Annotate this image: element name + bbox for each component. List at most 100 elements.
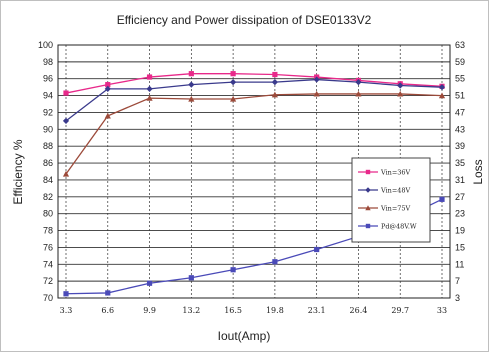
data-point: [272, 259, 278, 265]
y-tick-label: 72: [43, 276, 53, 286]
y-tick-label: 88: [43, 141, 53, 151]
x-tick-label: 3.3: [60, 306, 73, 315]
legend-entry: Vin=75V: [358, 205, 411, 213]
y-tick-label: 94: [43, 91, 53, 101]
y2-tick-label: 43: [455, 124, 465, 134]
y2-tick-label: 11: [455, 259, 464, 269]
y-tick-label: 84: [43, 175, 53, 185]
y-tick-label: 78: [43, 226, 53, 236]
legend-entry: Vin=48V: [358, 187, 411, 195]
y-tick-label: 92: [43, 107, 53, 117]
y-tick-label: 100: [38, 40, 53, 50]
data-point: [104, 112, 111, 119]
data-point: [230, 95, 237, 102]
y-axis-right: 3 7 11 15 19 23 27 31 35 39 43 47 51 55 59 63: [455, 40, 465, 303]
series-2: [62, 76, 446, 124]
legend-marker: [365, 223, 371, 229]
y-tick-label: 90: [43, 124, 53, 134]
data-point: [105, 82, 111, 88]
data-point: [314, 246, 320, 253]
data-point: [271, 79, 278, 86]
series-3: [62, 90, 446, 177]
data-point: [146, 95, 153, 101]
data-point: [438, 84, 446, 91]
y-tick-label: 80: [43, 209, 53, 219]
data-point: [188, 95, 195, 102]
data-point: [62, 117, 70, 124]
y-tick-label: 96: [43, 74, 53, 84]
x-tick-label: 16.5: [224, 306, 242, 315]
legend-label: Pd@48V.W: [381, 223, 417, 231]
data-point: [313, 76, 320, 83]
data-point: [397, 90, 404, 97]
data-point: [146, 85, 153, 92]
legend-marker: [365, 205, 371, 211]
x-axis: 3.3 6.6 9.9 13.2 16.5 19.8 23.1 26.4 29.7 33: [60, 306, 447, 315]
y2-tick-label: 3: [455, 293, 460, 303]
data-point: [313, 90, 320, 97]
data-point: [438, 92, 446, 99]
data-point: [272, 71, 278, 78]
x-axis-label: Iout(Amp): [218, 329, 271, 343]
plot-area: [57, 44, 451, 299]
legend-marker: [365, 169, 371, 175]
y-tick-label: 74: [43, 259, 53, 269]
y2-tick-label: 51: [455, 91, 465, 101]
y-axis-left: 70 72 74 76 78 80 82 84 86 88 90 92 94 96 98 100: [38, 40, 53, 303]
x-tick-label: 13.2: [182, 306, 200, 315]
x-tick-label: 29.7: [391, 306, 409, 315]
legend-entry: Pd@48V.W: [358, 223, 417, 231]
y2-tick-label: 23: [455, 209, 465, 219]
legend-label: Vin=48V: [380, 187, 411, 195]
x-tick-label: 23.1: [308, 306, 326, 315]
data-point: [439, 196, 445, 202]
legend-entry: Vin=36V: [358, 169, 411, 177]
legend-label: Vin=75V: [380, 205, 411, 213]
data-point: [230, 71, 236, 77]
data-point: [397, 82, 404, 89]
y-axis-label: Efficiency %: [11, 139, 25, 204]
data-point: [188, 71, 194, 77]
chart-title: Efficiency and Power dissipation of DSE0…: [117, 13, 372, 27]
data-point: [230, 79, 237, 86]
legend-marker: [365, 187, 371, 193]
y2-tick-label: 15: [455, 242, 465, 252]
legend: Vin=36V Vin=48V Vin=75V Pd@48V.W: [351, 157, 431, 243]
data-point: [271, 91, 278, 98]
data-point: [355, 79, 362, 86]
x-tick-label: 19.8: [266, 306, 284, 315]
data-point: [146, 74, 153, 80]
x-tick-label: 33: [437, 306, 447, 315]
data-point: [63, 90, 69, 96]
data-point: [230, 267, 236, 273]
x-tick-label: 6.6: [101, 306, 114, 315]
y2-tick-label: 35: [455, 158, 465, 168]
y2-tick-label: 27: [455, 192, 465, 202]
data-point: [146, 280, 153, 286]
y2-tick-label: 7: [455, 276, 460, 286]
data-point: [105, 290, 111, 296]
data-point: [188, 81, 195, 88]
data-point: [355, 90, 362, 97]
data-point: [62, 170, 70, 177]
data-point: [188, 275, 194, 281]
y-tick-label: 70: [43, 293, 53, 303]
x-tick-label: 26.4: [350, 306, 368, 315]
data-point: [63, 291, 69, 297]
y2-tick-label: 39: [455, 141, 465, 151]
y2-tick-label: 47: [455, 107, 465, 117]
series-line: [65, 78, 443, 122]
y2-tick-label: 59: [455, 57, 465, 67]
y2-tick-label: 19: [455, 226, 465, 236]
y-tick-label: 82: [43, 192, 53, 202]
y-tick-label: 98: [43, 57, 53, 67]
y-tick-label: 86: [43, 158, 53, 168]
data-point: [104, 85, 111, 92]
x-tick-label: 9.9: [143, 306, 156, 315]
legend-label: Vin=36V: [380, 169, 411, 177]
y2-tick-label: 31: [455, 175, 465, 185]
y2-axis-label: Loss: [471, 159, 485, 184]
y-tick-label: 76: [43, 242, 53, 252]
y2-tick-label: 55: [455, 74, 465, 84]
